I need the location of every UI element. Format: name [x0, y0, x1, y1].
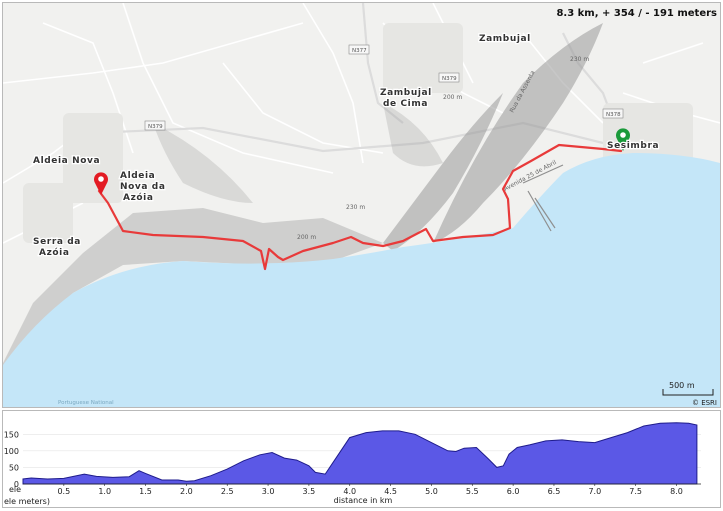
- y-tick-label: 150: [4, 430, 19, 439]
- place-zambujal: Zambujal: [479, 34, 531, 44]
- x-tick-label: 2.5: [221, 487, 234, 496]
- contour-label: 200 m: [443, 94, 462, 101]
- route-stats: 8.3 km, + 354 / - 191 meters: [556, 8, 717, 19]
- road-tags: N377 N379 N379 N378: [144, 44, 624, 131]
- road-tag-n378: N378: [606, 112, 621, 118]
- y-axis-title: ele meters): [4, 497, 50, 506]
- contour-labels: 230 m 200 m 200 m 230 m: [297, 56, 589, 241]
- route-line[interactable]: [97, 143, 623, 271]
- road-tag-n379: N379: [442, 76, 457, 82]
- place-serra-da-azoia: Serra da Azóia: [33, 237, 81, 258]
- place-aldeia-nova: Aldeia Nova: [33, 156, 100, 166]
- x-tick-label: 2.0: [180, 487, 193, 496]
- x-tick-label: 3.5: [303, 487, 316, 496]
- x-tick-label: 7.5: [629, 487, 642, 496]
- elevation-area: [22, 422, 698, 485]
- x-tick-label: 7.0: [588, 487, 601, 496]
- x-tick-label: 4.5: [384, 487, 397, 496]
- x-tick-label: 3.0: [262, 487, 275, 496]
- x-tick-label: 0.5: [57, 487, 70, 496]
- end-pin[interactable]: [616, 128, 630, 151]
- harbour: [522, 164, 564, 232]
- road-tag-n377: N377: [352, 48, 367, 54]
- start-pin[interactable]: [94, 172, 108, 195]
- place-sesimbra: Sesimbra: [607, 141, 659, 151]
- elevation-profile: 0 50 100 150 0.5 1.0 1.5 2.0 2.5 3.0 3.5 4.0 4.5 5.0…: [2, 410, 721, 508]
- place-labels: Zambujal Zambujal de Cima Aldeia Nova Ald…: [32, 33, 660, 260]
- x-tick-label: 1.0: [98, 487, 111, 496]
- x-tick-label: 1.5: [139, 487, 152, 496]
- contour-label: 230 m: [570, 56, 589, 63]
- road-tag-n379: N379: [148, 124, 163, 130]
- sea: [3, 153, 720, 407]
- contour-label: 200 m: [297, 234, 316, 241]
- x-tick-label: 4.0: [343, 487, 356, 496]
- x-tick-label: 5.5: [466, 487, 479, 496]
- x-tick-label: 6.5: [548, 487, 561, 496]
- route-map[interactable]: 230 m 200 m 200 m 230 m N377 N379 N379 N…: [2, 2, 721, 408]
- x-tick-label: 5.0: [425, 487, 438, 496]
- contour-label: 230 m: [346, 204, 365, 211]
- x-tick-label: 6.0: [507, 487, 520, 496]
- y-tick-label: 0: [14, 480, 19, 489]
- place-aldeia-nova-da-azoia: Aldeia Nova da Azóia: [120, 171, 166, 203]
- town-blocks: [23, 23, 693, 243]
- scale-label: 500 m: [669, 381, 695, 390]
- x-axis-title: distance in km: [334, 496, 393, 505]
- y-tick-label: 50: [9, 463, 19, 472]
- hill-shading: [3, 23, 603, 368]
- y-tick-label: 100: [4, 447, 19, 456]
- place-zambujal-de-cima: Zambujal de Cima: [380, 88, 432, 109]
- x-origin-tick: ele: [9, 485, 21, 494]
- sea-label: Portuguese National: [58, 400, 114, 406]
- attribution: © ESRI: [692, 399, 717, 407]
- x-tick-label: 8.0: [670, 487, 683, 496]
- scale-bar: 500 m: [662, 381, 714, 396]
